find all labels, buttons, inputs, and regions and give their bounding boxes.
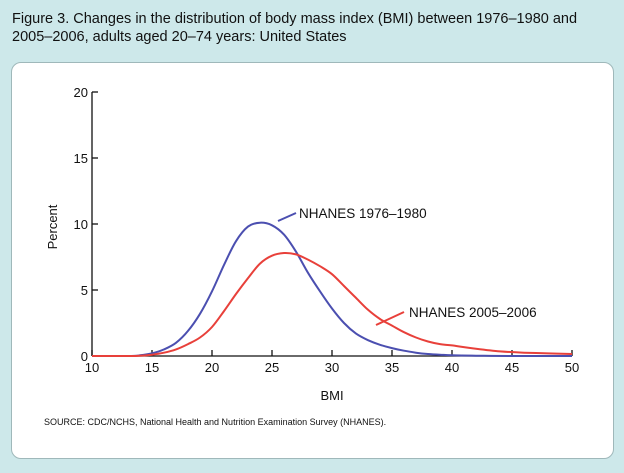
x-tick-label: 15 bbox=[145, 360, 159, 375]
x-tick-label: 40 bbox=[445, 360, 459, 375]
y-tick-label: 15 bbox=[74, 151, 88, 166]
source-note: SOURCE: CDC/NCHS, National Health and Nu… bbox=[44, 417, 387, 427]
x-tick-label: 45 bbox=[505, 360, 519, 375]
series-label-leader-2005 bbox=[375, 311, 405, 326]
series-label-1976: NHANES 1976–1980 bbox=[299, 206, 427, 221]
x-tick-label: 30 bbox=[325, 360, 339, 375]
series-line-2005 bbox=[92, 251, 573, 357]
x-tick-label: 10 bbox=[85, 360, 99, 375]
y-tick-label: 20 bbox=[74, 85, 88, 100]
y-tick-label: 0 bbox=[81, 349, 88, 364]
chart-panel bbox=[11, 62, 614, 459]
y-axis-title: Percent bbox=[45, 204, 60, 249]
x-tick-label: 25 bbox=[265, 360, 279, 375]
series-label-leader-1976 bbox=[277, 212, 297, 222]
y-tick-label: 10 bbox=[74, 217, 88, 232]
figure-title: Figure 3. Changes in the distribution of… bbox=[12, 11, 578, 45]
x-axis-title: BMI bbox=[320, 388, 343, 403]
series-label-2005: NHANES 2005–2006 bbox=[409, 305, 537, 320]
y-tick-label: 5 bbox=[81, 283, 88, 298]
x-tick-label: 50 bbox=[565, 360, 579, 375]
x-tick-label: 35 bbox=[385, 360, 399, 375]
series-line-1976 bbox=[92, 221, 572, 357]
x-tick-label: 20 bbox=[205, 360, 219, 375]
